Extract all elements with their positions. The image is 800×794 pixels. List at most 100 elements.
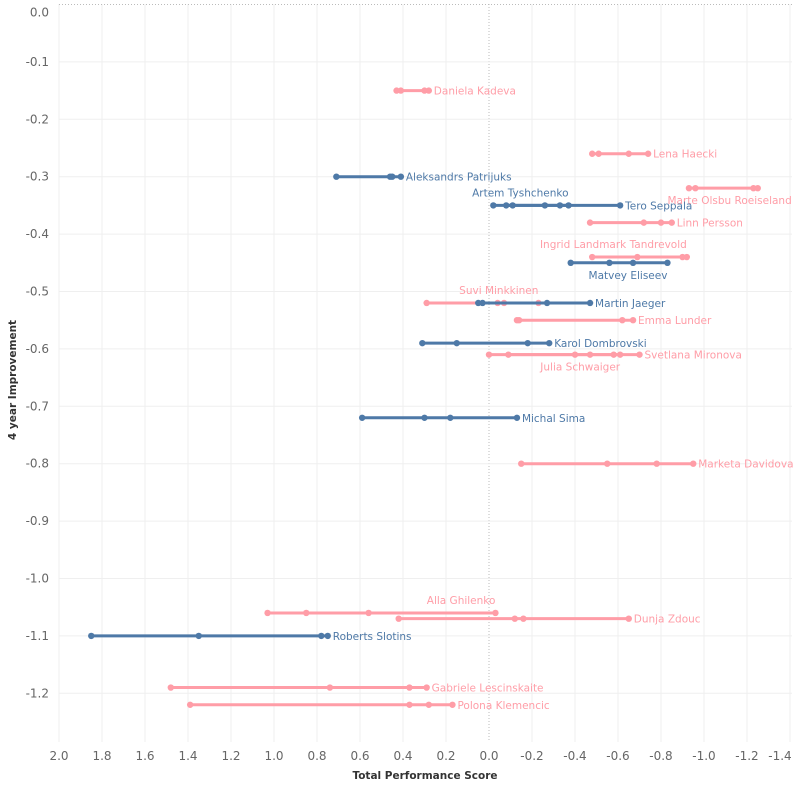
data-point[interactable] — [425, 701, 432, 708]
athlete-series — [503, 202, 624, 209]
data-point[interactable] — [683, 253, 690, 261]
data-point[interactable] — [586, 219, 594, 226]
data-point[interactable] — [586, 351, 594, 358]
data-point[interactable] — [515, 317, 523, 324]
data-point[interactable] — [513, 414, 521, 421]
data-point[interactable] — [406, 701, 413, 708]
data-point[interactable] — [186, 701, 194, 708]
data-point[interactable] — [556, 202, 564, 209]
data-point[interactable] — [397, 173, 405, 180]
data-point[interactable] — [668, 219, 675, 226]
data-point[interactable] — [543, 299, 551, 307]
data-point[interactable] — [358, 414, 366, 421]
data-point[interactable] — [421, 414, 428, 421]
data-point[interactable] — [479, 299, 486, 307]
data-point[interactable] — [754, 184, 761, 192]
data-point[interactable] — [644, 150, 652, 157]
data-point[interactable] — [657, 219, 665, 226]
data-point[interactable] — [419, 339, 426, 347]
athlete-label: Michal Sima — [522, 413, 585, 425]
x-tick-label: -0.8 — [649, 749, 672, 763]
data-point[interactable] — [406, 684, 413, 691]
athlete-label: Marte Olsbu Roeiseland — [667, 195, 791, 207]
data-point[interactable] — [505, 351, 512, 358]
data-point[interactable] — [586, 299, 594, 307]
y-tick-label: -0.5 — [26, 285, 49, 299]
data-point[interactable] — [634, 253, 641, 261]
data-point[interactable] — [503, 202, 510, 209]
data-point[interactable] — [449, 701, 456, 708]
data-point[interactable] — [520, 615, 527, 622]
data-point[interactable] — [326, 684, 334, 691]
data-point[interactable] — [653, 460, 660, 467]
data-point[interactable] — [629, 259, 637, 266]
data-point[interactable] — [423, 299, 430, 307]
athlete-series — [586, 219, 675, 226]
data-point[interactable] — [365, 609, 372, 617]
data-point[interactable] — [524, 339, 531, 347]
data-point[interactable] — [423, 684, 430, 691]
data-point[interactable] — [303, 609, 310, 617]
data-point[interactable] — [318, 632, 325, 640]
gridlines — [58, 4, 792, 742]
y-tick-label: -0.3 — [26, 170, 49, 184]
y-axis-ticks: 0.0 -0.1 -0.2 -0.3 -0.4 -0.5 -0.6 -0.7 -0.8 -0.9 -… — [26, 6, 49, 701]
data-point[interactable] — [453, 339, 460, 347]
athlete-label: Artem Tyshchenko — [472, 187, 568, 199]
data-point[interactable] — [616, 202, 624, 209]
data-point[interactable] — [640, 219, 647, 226]
y-tick-label: -1.2 — [26, 686, 49, 700]
data-point[interactable] — [518, 460, 525, 467]
x-tick-label: 2.0 — [49, 749, 68, 763]
data-point[interactable] — [485, 351, 493, 358]
data-point[interactable] — [636, 351, 643, 358]
athlete-series — [685, 184, 761, 192]
data-point[interactable] — [664, 259, 671, 266]
data-point[interactable] — [619, 317, 626, 324]
athlete-label: Dunja Zdouc — [634, 614, 701, 626]
athlete-label: Lena Haecki — [653, 149, 717, 161]
data-point[interactable] — [589, 253, 596, 261]
data-point[interactable] — [511, 615, 518, 622]
data-point[interactable] — [447, 414, 454, 421]
data-point[interactable] — [692, 184, 699, 192]
data-point[interactable] — [490, 202, 497, 209]
data-point[interactable] — [589, 150, 596, 157]
y-tick-label: -0.6 — [26, 342, 49, 356]
data-point[interactable] — [606, 259, 613, 266]
athlete-ranges — [88, 87, 761, 708]
y-tick-label: -0.9 — [26, 514, 49, 528]
athlete-label: Aleksandrs Patrijuks — [406, 172, 512, 184]
data-point[interactable] — [397, 87, 405, 94]
data-point[interactable] — [395, 615, 402, 622]
data-point[interactable] — [629, 317, 637, 324]
data-point[interactable] — [546, 339, 553, 347]
data-point[interactable] — [492, 609, 499, 617]
data-point[interactable] — [685, 184, 693, 192]
data-point[interactable] — [324, 632, 331, 640]
data-point[interactable] — [88, 632, 95, 640]
y-tick-label: -1.0 — [26, 572, 49, 586]
data-point[interactable] — [264, 609, 271, 617]
x-axis-ticks: 2.0 1.8 1.6 1.4 1.2 1.0 0.8 0.6 0.4 0.2 0.0 -0.2 -0.… — [49, 749, 791, 763]
athlete-label: Svetlana Mironova — [645, 350, 742, 362]
data-point[interactable] — [616, 351, 624, 358]
data-point[interactable] — [604, 460, 611, 467]
x-tick-label: 1.2 — [221, 749, 240, 763]
data-point[interactable] — [195, 632, 202, 640]
athlete-label: Suvi Minkkinen — [459, 285, 538, 297]
y-tick-label: 0.0 — [30, 6, 49, 20]
data-point[interactable] — [333, 173, 340, 180]
data-point[interactable] — [167, 684, 174, 691]
data-point[interactable] — [595, 150, 602, 157]
y-axis-title: 4 year Improvement — [7, 320, 19, 440]
data-point[interactable] — [690, 460, 697, 467]
data-point[interactable] — [625, 615, 632, 622]
data-point[interactable] — [425, 87, 432, 94]
data-point[interactable] — [625, 150, 632, 157]
x-tick-label: 1.0 — [264, 749, 283, 763]
athlete-label: Daniela Kadeva — [434, 86, 516, 98]
data-point[interactable] — [567, 259, 574, 266]
x-tick-label: 0.0 — [479, 749, 498, 763]
data-point[interactable] — [389, 173, 396, 180]
